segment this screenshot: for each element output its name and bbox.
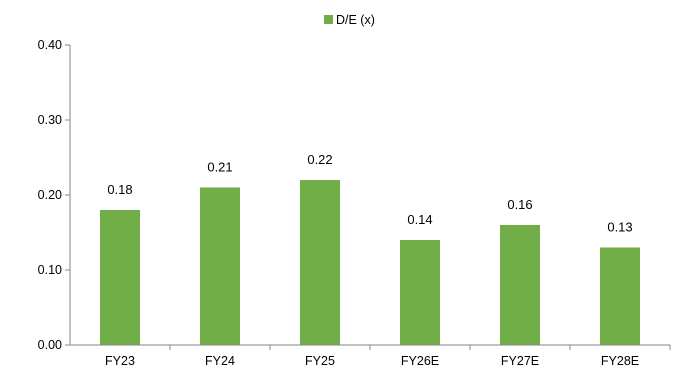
bar-fy24 [200,187,240,345]
bar-fy28e [600,247,640,345]
x-tick-label-fy23: FY23 [105,354,135,368]
y-axis-tick-labels: 0.00 0.10 0.20 0.30 0.40 [38,38,70,352]
y-tick-label: 0.00 [38,338,62,352]
data-label-fy23: 0.18 [107,182,132,197]
legend-label: D/E (x) [336,13,375,27]
data-label-fy25: 0.22 [307,152,332,167]
data-labels: 0.18 0.21 0.22 0.14 0.16 0.13 [107,152,632,235]
data-label-fy24: 0.21 [207,160,232,175]
data-label-fy28e: 0.13 [607,220,632,235]
bars [100,180,640,345]
x-tick-label-fy24: FY24 [205,354,235,368]
y-tick-label: 0.10 [38,263,62,277]
x-tick-label-fy28e: FY28E [601,354,639,368]
x-tick-label-fy25: FY25 [305,354,335,368]
legend-swatch [324,15,333,24]
y-tick-label: 0.40 [38,38,62,52]
y-tick-label: 0.30 [38,113,62,127]
data-label-fy27e: 0.16 [507,197,532,212]
bar-fy25 [300,180,340,345]
x-tick-label-fy26e: FY26E [401,354,439,368]
bar-fy27e [500,225,540,345]
x-tick-label-fy27e: FY27E [501,354,539,368]
legend: D/E (x) [324,13,375,27]
bar-fy23 [100,210,140,345]
data-label-fy26e: 0.14 [407,212,432,227]
y-tick-label: 0.20 [38,188,62,202]
bar-fy26e [400,240,440,345]
x-axis-tick-labels: FY23 FY24 FY25 FY26E FY27E FY28E [105,345,671,368]
